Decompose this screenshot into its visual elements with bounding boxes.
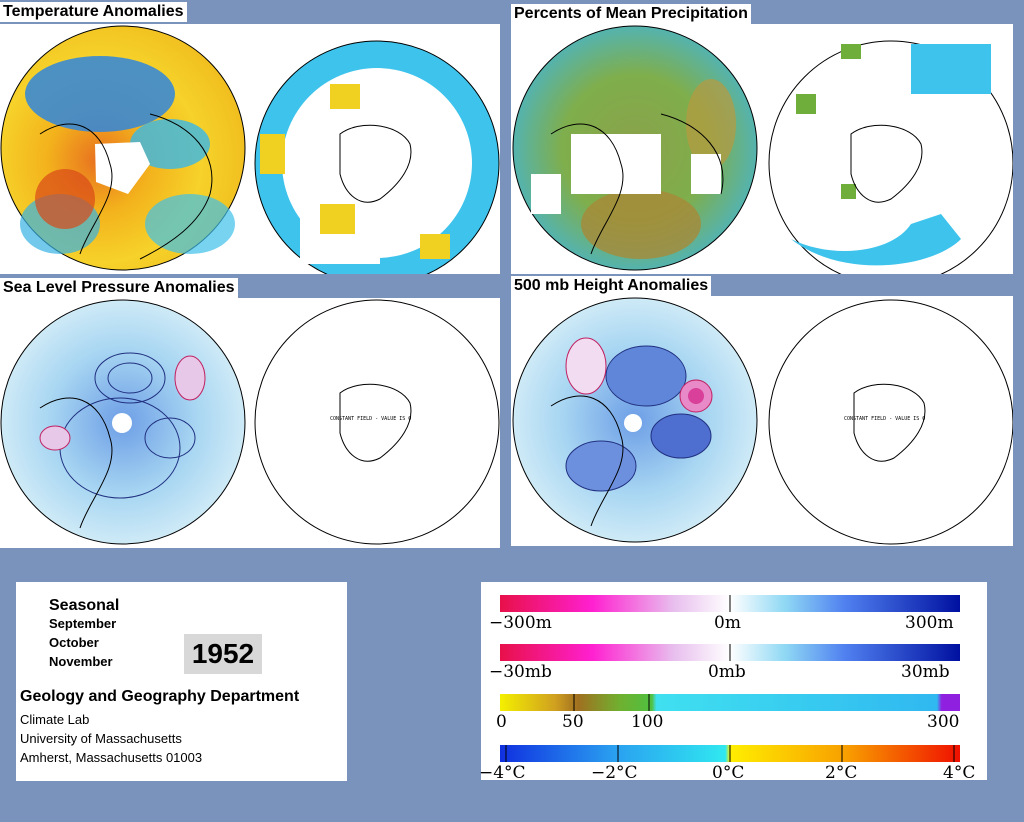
precipitation-color-bar — [500, 694, 960, 711]
month-1: September — [49, 616, 117, 631]
pressure-label-max: 30mb — [901, 662, 950, 682]
temp-label-4: 4°C — [943, 763, 976, 783]
height-label-max: 300m — [905, 613, 954, 633]
precipitation-southern-hemisphere-map — [768, 40, 1013, 274]
month-3: November — [49, 654, 113, 669]
height500-southern-hemisphere-map — [768, 299, 1013, 545]
address: Amherst, Massachusetts 01003 — [20, 750, 203, 765]
season-label: Seasonal — [49, 597, 120, 614]
precipitation-northern-hemisphere-map — [512, 25, 758, 271]
precipitation-maps — [512, 25, 1013, 274]
precipitation-panel-title: Percents of Mean Precipitation — [511, 4, 751, 24]
info-box: Seasonal September October November 1952… — [16, 582, 347, 781]
precip-label-0: 0 — [496, 712, 507, 732]
pressure-label-mid: 0mb — [708, 662, 746, 682]
slp-southern-hemisphere-map — [254, 299, 500, 545]
precipitation-panel — [511, 24, 1013, 274]
year-badge: 1952 — [184, 634, 262, 674]
temp-label-2: 2°C — [825, 763, 858, 783]
temp-label-minus2: −2°C — [591, 763, 638, 783]
legend-color-bars — [500, 595, 960, 762]
precip-label-50: 50 — [562, 712, 584, 732]
university-name: University of Massachusetts — [20, 731, 182, 746]
temperature-southern-hemisphere-map — [254, 40, 500, 274]
height500-panel-title: 500 mb Height Anomalies — [511, 276, 712, 296]
slp-constant-field-note: CONSTANT FIELD - VALUE IS 0 — [330, 416, 412, 422]
slp-maps — [0, 299, 500, 545]
height-color-bar — [500, 595, 960, 612]
pressure-label-min: −30mb — [489, 662, 552, 682]
height-label-mid: 0m — [714, 613, 741, 633]
slp-panel: CONSTANT FIELD - VALUE IS 0 — [0, 298, 500, 548]
height500-northern-hemisphere-map — [512, 297, 758, 543]
temperature-maps — [0, 25, 500, 274]
pressure-color-bar — [500, 644, 960, 661]
height500-constant-field-note: CONSTANT FIELD - VALUE IS 0 — [844, 416, 926, 422]
temperature-panel-title: Temperature Anomalies — [0, 2, 187, 22]
slp-panel-title: Sea Level Pressure Anomalies — [0, 278, 238, 298]
temperature-panel — [0, 24, 500, 274]
temperature-northern-hemisphere-map — [0, 25, 246, 271]
temp-label-minus4: −4°C — [479, 763, 526, 783]
temp-label-0: 0°C — [712, 763, 745, 783]
legend-box: −300m 0m 300m −30mb 0mb 30mb 0 50 100 30… — [479, 582, 987, 783]
precip-label-100: 100 — [631, 712, 664, 732]
precip-label-300: 300 — [927, 712, 960, 732]
slp-northern-hemisphere-map — [0, 299, 246, 545]
month-2: October — [49, 635, 99, 650]
department-name: Geology and Geography Department — [20, 688, 300, 705]
height500-maps — [512, 297, 1013, 545]
lab-name: Climate Lab — [20, 712, 90, 727]
temperature-color-bar — [500, 745, 960, 762]
height-label-min: −300m — [489, 613, 552, 633]
height500-panel: CONSTANT FIELD - VALUE IS 0 — [511, 296, 1013, 546]
